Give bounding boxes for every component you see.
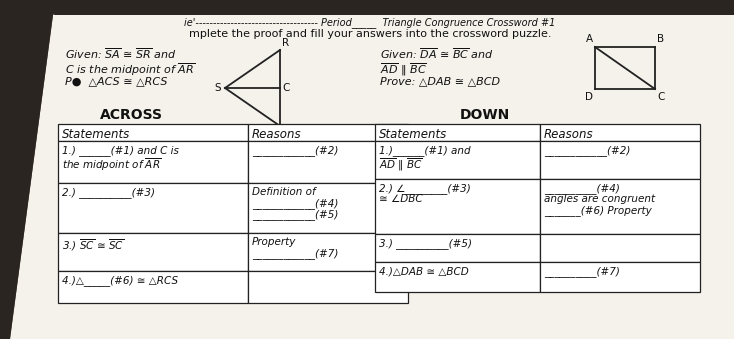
Text: DOWN: DOWN bbox=[460, 108, 510, 122]
Bar bbox=[375, 234, 540, 262]
Bar bbox=[58, 233, 248, 271]
Text: ____________(#5): ____________(#5) bbox=[252, 209, 338, 220]
Text: Statements: Statements bbox=[62, 128, 130, 141]
Text: Reasons: Reasons bbox=[544, 128, 594, 141]
Text: Property: Property bbox=[252, 237, 297, 247]
Text: _______(#6) Property: _______(#6) Property bbox=[544, 205, 652, 216]
Text: ACROSS: ACROSS bbox=[100, 108, 163, 122]
Bar bbox=[248, 141, 408, 183]
Text: ≅ ∠DBC: ≅ ∠DBC bbox=[379, 194, 423, 204]
Bar bbox=[540, 124, 700, 141]
Text: angles are congruent: angles are congruent bbox=[544, 194, 655, 204]
Text: ____________(#7): ____________(#7) bbox=[252, 248, 338, 259]
Bar bbox=[375, 141, 540, 179]
Text: C: C bbox=[282, 83, 289, 93]
Text: Definition of: Definition of bbox=[252, 187, 316, 197]
Text: C is the midpoint of $\overline{AR}$: C is the midpoint of $\overline{AR}$ bbox=[65, 61, 195, 78]
Text: the midpoint of $\overline{AR}$: the midpoint of $\overline{AR}$ bbox=[62, 156, 161, 173]
Polygon shape bbox=[0, 0, 55, 339]
Text: $\overline{AD}$ ‖ $\overline{BC}$: $\overline{AD}$ ‖ $\overline{BC}$ bbox=[380, 61, 426, 78]
Text: B: B bbox=[657, 34, 664, 44]
Text: Prove: △DAB ≅ △BCD: Prove: △DAB ≅ △BCD bbox=[380, 76, 500, 86]
Bar bbox=[248, 183, 408, 233]
Text: Statements: Statements bbox=[379, 128, 447, 141]
Text: 3.) __________(#5): 3.) __________(#5) bbox=[379, 238, 472, 249]
Text: ie'----------------------------------- Period_____  Triangle Congruence Crosswor: ie'----------------------------------- P… bbox=[184, 17, 556, 28]
Bar bbox=[540, 141, 700, 179]
Text: 2.) ∠________(#3): 2.) ∠________(#3) bbox=[379, 183, 470, 194]
Bar bbox=[58, 141, 248, 183]
Text: A: A bbox=[282, 128, 289, 138]
Bar bbox=[375, 262, 540, 292]
Text: P●  △ACS ≅ △RCS: P● △ACS ≅ △RCS bbox=[65, 76, 167, 86]
Text: 4.)△DAB ≅ △BCD: 4.)△DAB ≅ △BCD bbox=[379, 266, 469, 276]
Bar bbox=[540, 262, 700, 292]
Text: __________(#7): __________(#7) bbox=[544, 266, 620, 277]
Text: Reasons: Reasons bbox=[252, 128, 302, 141]
Bar bbox=[248, 233, 408, 271]
Text: Given: $\overline{DA}$ ≅ $\overline{BC}$ and: Given: $\overline{DA}$ ≅ $\overline{BC}$… bbox=[380, 46, 494, 61]
Bar bbox=[540, 234, 700, 262]
Bar bbox=[248, 124, 408, 141]
Text: C: C bbox=[657, 92, 664, 102]
Bar bbox=[248, 271, 408, 303]
Bar bbox=[58, 124, 248, 141]
Text: S: S bbox=[214, 83, 221, 93]
Bar bbox=[375, 179, 540, 234]
Bar bbox=[58, 271, 248, 303]
Text: __________(#4): __________(#4) bbox=[544, 183, 620, 194]
Text: ____________(#2): ____________(#2) bbox=[544, 145, 631, 156]
Text: Given: $\overline{SA}$ ≅ $\overline{SR}$ and: Given: $\overline{SA}$ ≅ $\overline{SR}$… bbox=[65, 46, 177, 61]
Text: 4.)△_____(#6) ≅ △RCS: 4.)△_____(#6) ≅ △RCS bbox=[62, 275, 178, 286]
Text: 3.) $\overline{SC}$ ≅ $\overline{SC}$: 3.) $\overline{SC}$ ≅ $\overline{SC}$ bbox=[62, 237, 124, 253]
Bar bbox=[540, 179, 700, 234]
Text: 1.) ______(#1) and C is: 1.) ______(#1) and C is bbox=[62, 145, 179, 156]
Text: $\overline{AD}$ ‖ $\overline{BC}$: $\overline{AD}$ ‖ $\overline{BC}$ bbox=[379, 156, 423, 173]
Text: R: R bbox=[282, 38, 289, 48]
Text: D: D bbox=[585, 92, 593, 102]
Bar bbox=[375, 124, 540, 141]
Text: A: A bbox=[586, 34, 593, 44]
Text: 1.)______(#1) and: 1.)______(#1) and bbox=[379, 145, 470, 156]
Bar bbox=[58, 183, 248, 233]
Text: mplete the proof and fill your answers into the crossword puzzle.: mplete the proof and fill your answers i… bbox=[189, 29, 551, 39]
Polygon shape bbox=[0, 0, 734, 15]
Text: ____________(#2): ____________(#2) bbox=[252, 145, 338, 156]
Text: 2.) __________(#3): 2.) __________(#3) bbox=[62, 187, 155, 198]
Text: ____________(#4): ____________(#4) bbox=[252, 198, 338, 209]
Polygon shape bbox=[10, 0, 734, 339]
